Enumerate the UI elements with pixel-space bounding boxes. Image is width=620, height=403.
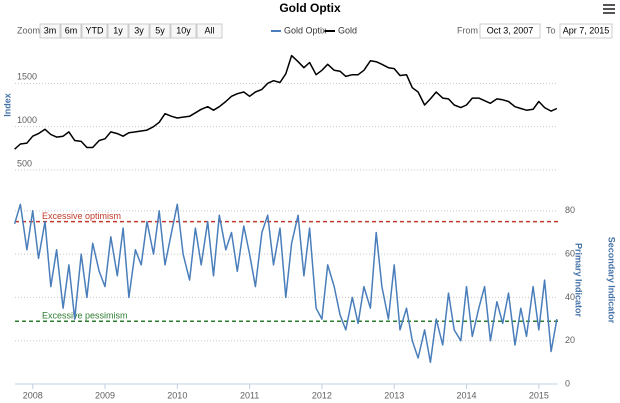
x-tick-label: 2010 [167,390,187,400]
to-label: To [546,25,556,35]
zoom-label: Zoom [17,25,40,35]
button-frame [196,23,223,39]
button-label: YTD [86,25,105,35]
menu-button[interactable] [603,4,615,14]
y-tick-label: 0 [565,378,570,388]
zoom-button[interactable]: 6m [60,23,82,39]
from-date: Oct 3, 2007 [487,25,534,35]
from-label: From [457,25,478,35]
zoom-button[interactable]: 10y [170,23,197,39]
button-frame [60,23,82,39]
zoom-button[interactable]: YTD [81,23,108,39]
button-label: 3m [44,25,57,35]
button-label: All [204,25,214,35]
x-tick-label: 2014 [457,390,477,400]
series-line [13,203,558,364]
button-frame [128,23,150,39]
y-axis-title: Primary Indicator [574,243,584,318]
button-label: 1y [113,25,123,35]
x-tick-label: 2008 [23,390,43,400]
y-tick-label: 40 [565,292,575,302]
from-input[interactable] [479,23,541,39]
x-tick-label: 2013 [384,390,404,400]
button-frame [107,23,129,39]
series-line [14,54,558,150]
zoom-button[interactable]: 3y [128,23,150,39]
threshold-label: Excessive optimism [42,211,121,221]
x-tick-label: 2012 [312,390,332,400]
y-tick-label: 20 [565,335,575,345]
zoom-button[interactable]: 5y [149,23,171,39]
zoom-buttons: 3m 6m YTD 1y 3y 5y 10y All [39,23,223,39]
y-tick-label: 80 [565,205,575,215]
to-date: Apr 7, 2015 [563,25,610,35]
y-tick-label: 1500 [17,72,37,82]
button-label: 10y [176,25,191,35]
button-frame [39,23,61,39]
button-label: 6m [65,25,78,35]
legend-label: Gold [338,25,357,35]
button-frame [149,23,171,39]
x-tick-label: 2011 [240,390,259,400]
chart-title: Gold Optix [279,1,341,15]
legend-label: Gold Optix [284,25,327,35]
x-tick-label: 2015 [529,390,549,400]
threshold-label: Excessive pessimism [42,311,128,321]
x-tick-label: 2009 [95,390,115,400]
y2-axis-title: Secondary Indicator [607,237,617,324]
y-axis-title: Index [2,93,12,117]
zoom-button[interactable]: 3m [39,23,61,39]
button-label: 5y [155,25,165,35]
to-input[interactable] [559,23,613,39]
y-tick-label: 500 [17,158,32,168]
button-label: 3y [134,25,144,35]
y-tick-label: 1000 [17,115,37,125]
y-tick-label: 60 [565,248,575,258]
button-frame [81,23,108,39]
zoom-button[interactable]: All [196,23,223,39]
zoom-button[interactable]: 1y [107,23,129,39]
button-frame [170,23,197,39]
